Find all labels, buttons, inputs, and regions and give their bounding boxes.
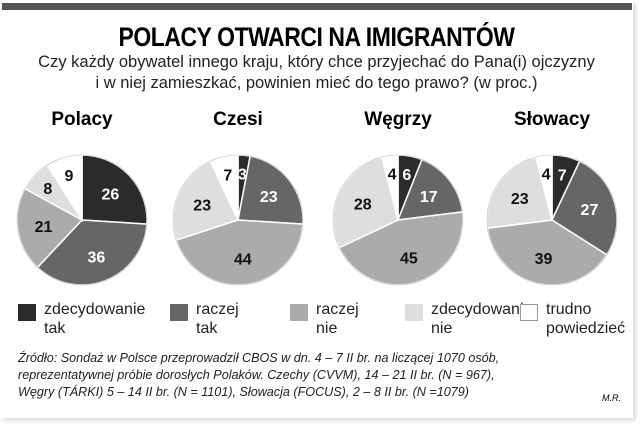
source-line: Źródło: Sondaż w Polsce przeprowadził CB…: [18, 351, 500, 365]
legend-label: raczej nie: [316, 301, 359, 337]
data-label: 23: [511, 191, 529, 208]
data-label: 39: [535, 251, 553, 268]
pie-title: Polacy: [51, 109, 113, 130]
pie-title: Węgrzy: [364, 109, 432, 130]
data-label: 36: [87, 249, 105, 266]
pie-title: Czesi: [213, 109, 263, 130]
data-label: 44: [234, 252, 252, 269]
source-line: Węgry (TÁRKI) 5 – 14 II br. (N = 1101), …: [18, 385, 469, 399]
data-label: 21: [35, 219, 53, 236]
data-label: 26: [102, 186, 120, 203]
subtitle-line-2: i w niej zamieszkać, powinien mieć do te…: [95, 74, 538, 92]
pie-title: Słowacy: [514, 109, 590, 130]
infographic: POLACY OTWARCI NA IMIGRANTÓW Czy każdy o…: [2, 3, 632, 403]
source-note: Źródło: Sondaż w Polsce przeprowadził CB…: [18, 350, 499, 401]
data-label: 4: [542, 167, 551, 184]
subtitle-line-1: Czy każdy obywatel innego kraju, który c…: [38, 53, 595, 71]
source-line: reprezentatywnej próbie dorosłych Polakó…: [18, 368, 495, 382]
author-initials: M.R.: [602, 393, 621, 403]
data-label: 8: [43, 181, 52, 198]
data-label: 4: [388, 167, 397, 184]
chart-title: POLACY OTWARCI NA IMIGRANTÓW: [118, 22, 515, 52]
legend-swatch: [170, 304, 188, 321]
data-label: 7: [558, 167, 567, 184]
pie-charts: Polacy26362189Czesi32344237Węgrzy6174528…: [16, 109, 618, 286]
data-label: 23: [193, 198, 211, 215]
data-label: 6: [402, 167, 411, 184]
legend-label: raczej tak: [196, 301, 239, 337]
top-bar: [2, 3, 632, 10]
data-label: 17: [420, 189, 438, 206]
data-label: 23: [260, 189, 278, 206]
data-label: 3: [238, 166, 247, 183]
legend-swatch: [520, 304, 538, 321]
legend-swatch: [405, 304, 423, 321]
legend-swatch: [18, 304, 36, 321]
pie-outline: [16, 154, 148, 286]
data-label: 45: [400, 250, 418, 267]
legend-label: zdecydowanie nie: [431, 301, 533, 337]
legend-label: trudno powiedzieć: [546, 301, 626, 337]
pie-outline: [172, 154, 304, 286]
data-label: 7: [223, 167, 232, 184]
pie-outline: [486, 154, 618, 286]
data-label: 9: [64, 168, 73, 185]
data-label: 28: [354, 196, 372, 213]
legend-swatch: [290, 304, 308, 321]
legend-label: zdecydowanie tak: [44, 301, 146, 337]
pie-outline: [332, 154, 464, 286]
data-label: 27: [581, 202, 599, 219]
